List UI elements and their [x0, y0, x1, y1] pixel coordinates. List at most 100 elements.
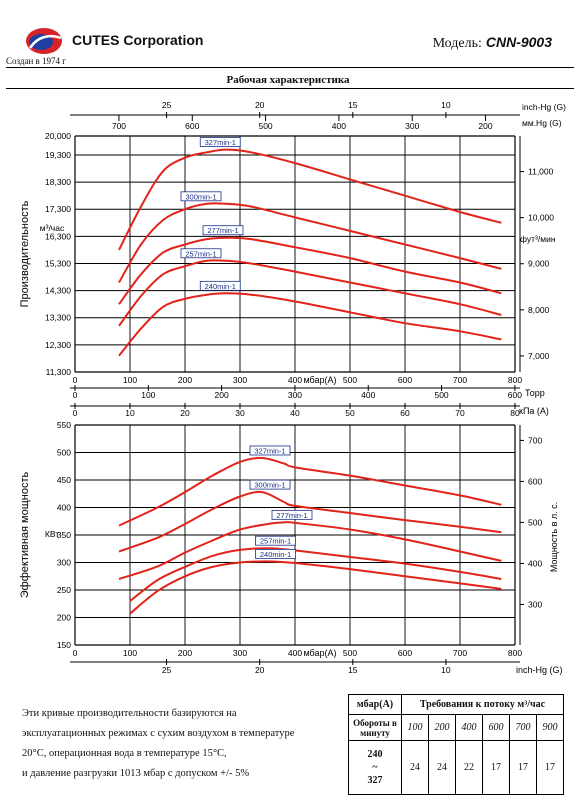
conditions-note: Эти кривые производительности базируются… [22, 704, 332, 784]
table-value: 17 [536, 740, 564, 795]
series-line [118, 456, 502, 527]
series-label: 327min-1 [254, 447, 285, 456]
table-header: Требования к потоку м³/час [401, 694, 564, 715]
right-axis-label: Мощность в л. с. [549, 502, 559, 572]
rpm-min: 240 [367, 749, 383, 760]
series-line [118, 490, 502, 553]
bottom-tick-label: 40 [290, 408, 300, 418]
y-tick-label: 300 [57, 558, 71, 568]
table-corner: мбар(A) [348, 694, 402, 715]
rpm-max: 327 [367, 775, 383, 786]
bottom-tick-label: 10 [125, 408, 135, 418]
y-axis-label: Производительность [19, 200, 31, 307]
x-tick-label: 400 [288, 375, 302, 385]
series-line [118, 292, 502, 357]
table-value: 24 [428, 740, 456, 795]
series-line [118, 236, 502, 305]
right-tick-label: 10,000 [528, 213, 554, 223]
right-axis-label: фут³/мин [520, 234, 556, 244]
note-line: и давление разгрузки 1013 мбар с допуско… [22, 768, 250, 779]
right-tick-label: 7,000 [528, 351, 550, 361]
page-title: Рабочая характеристика [226, 74, 350, 86]
table-pressure: 200 [428, 714, 456, 741]
y-tick-label: 12,300 [45, 340, 71, 350]
bottom-tick-label: 60 [400, 408, 410, 418]
right-tick-label: 600 [528, 476, 542, 486]
series-label: 300min-1 [185, 192, 216, 201]
y-tick-label: 250 [57, 585, 71, 595]
bottom-tick-label: 300 [288, 390, 302, 400]
bottom-tick-label: 100 [141, 390, 155, 400]
series-label: 277min-1 [276, 511, 307, 520]
bottom-tick-label: 0 [73, 408, 78, 418]
series-label-box [199, 280, 241, 291]
x-axis-label: мбар(A) [303, 648, 336, 658]
x-tick-label: 500 [343, 375, 357, 385]
x-tick-label: 600 [398, 375, 412, 385]
note-line: 20°C, операционная вода в температуре 15… [22, 748, 227, 759]
y-tick-label: 15,300 [45, 258, 71, 268]
x-tick-label: 700 [453, 375, 467, 385]
right-tick-label: 8,000 [528, 305, 550, 315]
x-tick-label: 300 [233, 648, 247, 658]
bottom-tick-label: 20 [255, 665, 265, 675]
x-tick-label: 600 [398, 648, 412, 658]
top-tick-label: 15 [348, 100, 358, 110]
y-tick-label: 18,300 [45, 177, 71, 187]
top-axis-label: inch-Hg (G) [522, 102, 566, 112]
right-tick-label: 700 [528, 435, 542, 445]
flow-requirements-table: мбар(A) Требования к потоку м³/час Оборо… [348, 694, 564, 795]
y-tick-label: 19,300 [45, 150, 71, 160]
x-tick-label: 0 [73, 375, 78, 385]
bottom-tick-label: 30 [235, 408, 245, 418]
bottom-tick-label: 20 [180, 408, 190, 418]
series-line [118, 148, 502, 251]
y-tick-label: 200 [57, 613, 71, 623]
table-pressure: 900 [536, 714, 564, 741]
model-prefix: Модель: [432, 36, 482, 51]
table-pressure: 600 [482, 714, 510, 741]
series-label-box [199, 137, 241, 147]
table-value: 22 [455, 740, 483, 795]
bottom-tick-label: 0 [73, 390, 78, 400]
right-tick-label: 11,000 [528, 167, 554, 177]
table-pressure: 400 [455, 714, 483, 741]
bottom-tick-label: 15 [348, 665, 358, 675]
model-value: CNN-9003 [485, 34, 552, 50]
bottom-tick-label: 80 [510, 408, 520, 418]
y-tick-label: 400 [57, 503, 71, 513]
y-tick-label: 500 [57, 448, 71, 458]
performance-charts: 11,300 12,300 13,300 14,300 15,300 16,300 17,3… [19, 100, 566, 675]
model-label: Модель: CNN-9003 [433, 34, 552, 52]
bottom-tick-label: 200 [215, 390, 229, 400]
series-label-box [271, 509, 313, 520]
series-label-box [202, 225, 244, 236]
bottom-tick-label: 25 [162, 665, 172, 675]
top-tick-label: 700 [112, 121, 126, 131]
x-tick-label: 300 [233, 375, 247, 385]
series-label: 257min-1 [260, 537, 291, 546]
x-tick-label: 200 [178, 648, 192, 658]
series-label-box [180, 191, 222, 202]
bottom-axis-label: Торр [525, 388, 545, 398]
header: CUTES Corporation Создан в 1974 г Модель… [0, 0, 576, 70]
right-tick-label: 300 [528, 599, 542, 609]
y-tick-label: 14,300 [45, 286, 71, 296]
x-tick-label: 800 [508, 648, 522, 658]
x-tick-label: 800 [508, 375, 522, 385]
series-label: 277min-1 [207, 226, 238, 235]
y-tick-label: 150 [57, 640, 71, 650]
series-label: 300min-1 [254, 481, 285, 490]
right-tick-label: 400 [528, 558, 542, 568]
header-divider [6, 67, 574, 68]
series-line [129, 547, 502, 602]
table-pressure: 700 [509, 714, 537, 741]
top-tick-label: 500 [258, 121, 272, 131]
bottom-tick-label: 600 [508, 390, 522, 400]
right-tick-label: 500 [528, 517, 542, 527]
x-tick-label: 0 [73, 648, 78, 658]
bottom-axis-label: inch-Hg (G) [516, 665, 563, 675]
y-axis-label: Эффективная мощность [19, 471, 31, 598]
rpm-sep: ~ [372, 762, 378, 773]
series-label-box [249, 479, 291, 490]
